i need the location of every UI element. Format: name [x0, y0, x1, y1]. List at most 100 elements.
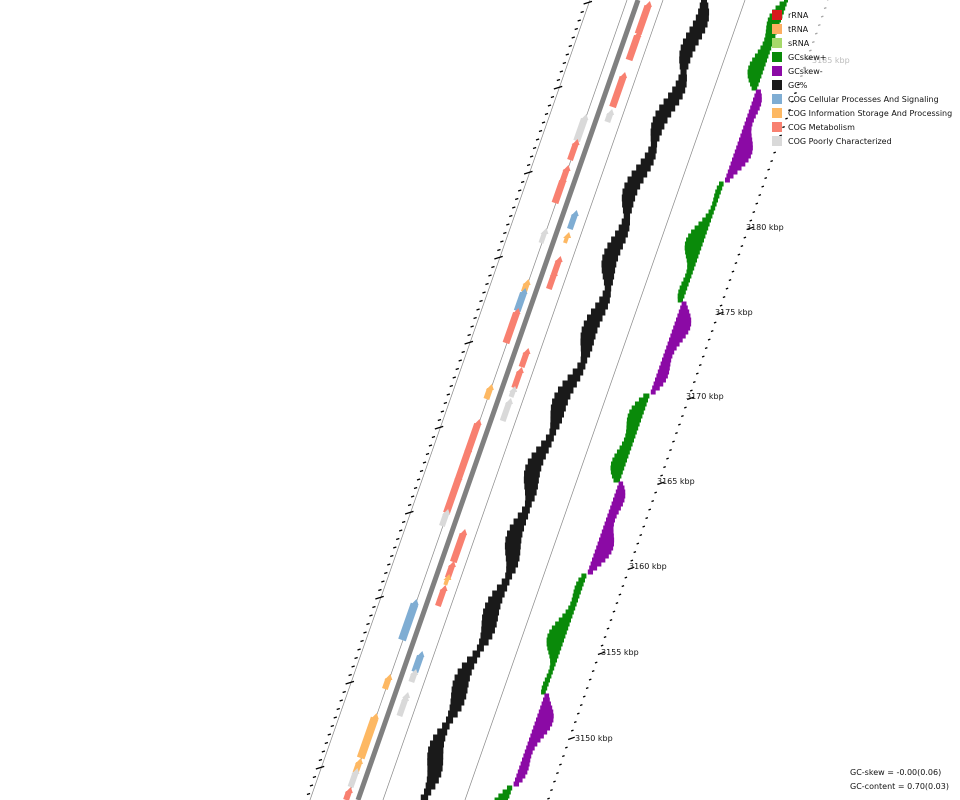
scale-tick: [794, 92, 797, 95]
outer-tick: [407, 503, 412, 507]
cog-feature: [546, 274, 557, 290]
scale-tick: [585, 687, 589, 690]
scale-tick: [675, 432, 678, 435]
legend-label: GC%: [788, 80, 808, 90]
outer-tick: [458, 359, 462, 362]
outer-tick: [541, 121, 546, 124]
cog-feature-arrowhead: [562, 165, 571, 171]
outer-tick: [321, 750, 326, 753]
scale-tick: [678, 423, 681, 426]
scale-tick-labels: 3150 kbp 3155 kbp 3160 kbp 3165 kbp 3170…: [575, 56, 850, 743]
cog-feature-arrowhead: [633, 31, 642, 37]
cog-feature-arrowhead: [563, 232, 572, 238]
outer-tick: [526, 163, 531, 167]
outer-tick: [333, 716, 338, 719]
outer-tick: [413, 486, 418, 490]
outer-tick: [503, 231, 507, 235]
scale-tick: [654, 491, 658, 494]
outer-tick: [520, 180, 525, 184]
legend-item-gcskew-plus: GCskew+: [772, 50, 952, 64]
genome-backbone: [355, 0, 641, 800]
outer-tick: [488, 274, 492, 277]
tick-label: 3160 kbp: [629, 562, 667, 571]
outer-tick: [431, 435, 436, 439]
outer-ticks: [306, 0, 593, 796]
scale-tick: [823, 7, 827, 10]
scale-tick: [681, 415, 684, 418]
scale-tick: [802, 66, 806, 69]
outer-tick: [348, 673, 352, 677]
gc-skew-track: [494, 0, 788, 800]
scale-tick: [788, 109, 791, 112]
scale-tick: [752, 211, 756, 214]
scale-tick: [562, 755, 565, 758]
scale-tick: [564, 746, 568, 749]
scale-tick: [707, 338, 711, 341]
outer-tick: [387, 563, 391, 566]
outer-tick: [318, 758, 323, 762]
cog-feature: [483, 388, 493, 400]
outer-tick: [571, 36, 576, 39]
scale-tick: [779, 134, 782, 137]
outer-tick: [544, 112, 549, 116]
legend-item-cog-metabolism: COG Metabolism: [772, 120, 952, 134]
outer-tick: [437, 418, 442, 422]
scale-tick: [633, 551, 637, 554]
outer-tick: [464, 340, 474, 345]
outer-tick: [315, 765, 325, 770]
outer-tick: [395, 537, 400, 541]
outer-tick: [529, 155, 534, 158]
outer-tick: [535, 138, 540, 141]
legend-swatch: [772, 52, 782, 62]
cog-features-track: [343, 1, 652, 800]
gc-skew-stat: GC-skew = -0.00(0.06): [850, 768, 942, 777]
outer-tick: [473, 316, 477, 320]
legend-label: COG Information Storage And Processing: [788, 108, 953, 118]
cog-feature-arrowhead: [619, 72, 628, 78]
outer-tick: [461, 350, 465, 354]
scale-tick: [603, 636, 607, 639]
track-guide-lines: [309, 0, 746, 800]
outer-tick: [538, 129, 543, 133]
scale-tick: [556, 772, 559, 775]
gc-content-track: [420, 0, 710, 800]
scale-tick: [719, 304, 723, 307]
scale-tick: [764, 177, 768, 180]
scale-tick: [770, 160, 774, 163]
outer-tick: [559, 70, 564, 73]
scale-tick: [660, 474, 663, 477]
cog-feature: [439, 513, 449, 527]
outer-tick: [452, 376, 457, 379]
tick-label: 3155 kbp: [601, 648, 639, 657]
scale-tick: [761, 185, 765, 188]
cog-feature: [513, 291, 527, 313]
outer-tick: [398, 529, 403, 532]
scale-tick: [559, 763, 562, 766]
scale-tick: [811, 41, 815, 44]
outer-tick: [556, 78, 561, 82]
outer-tick: [366, 622, 370, 626]
scale-tick: [773, 151, 777, 154]
genome-stats: GC-skew = -0.00(0.06) GC-content = 0.70(…: [850, 766, 949, 794]
cog-feature: [408, 673, 417, 683]
outer-tick: [476, 308, 480, 311]
cog-feature: [347, 772, 359, 788]
scale-tick: [743, 236, 747, 239]
outer-tick: [378, 588, 382, 592]
scale-tick: [600, 644, 604, 647]
legend-item-rrna: rRNA: [772, 8, 952, 22]
scale-tick: [758, 194, 762, 197]
scale-tick: [618, 593, 622, 596]
outer-tick: [497, 248, 501, 252]
cog-feature: [343, 791, 352, 800]
outer-tick: [583, 0, 593, 5]
scale-tick: [651, 500, 655, 503]
cog-feature-arrowhead: [410, 599, 419, 605]
outer-tick: [306, 792, 311, 796]
cog-feature: [567, 214, 578, 230]
outer-tick: [514, 197, 519, 201]
legend-swatch: [772, 122, 782, 132]
cog-feature-arrowhead: [606, 109, 615, 115]
scale-tick: [722, 296, 726, 299]
